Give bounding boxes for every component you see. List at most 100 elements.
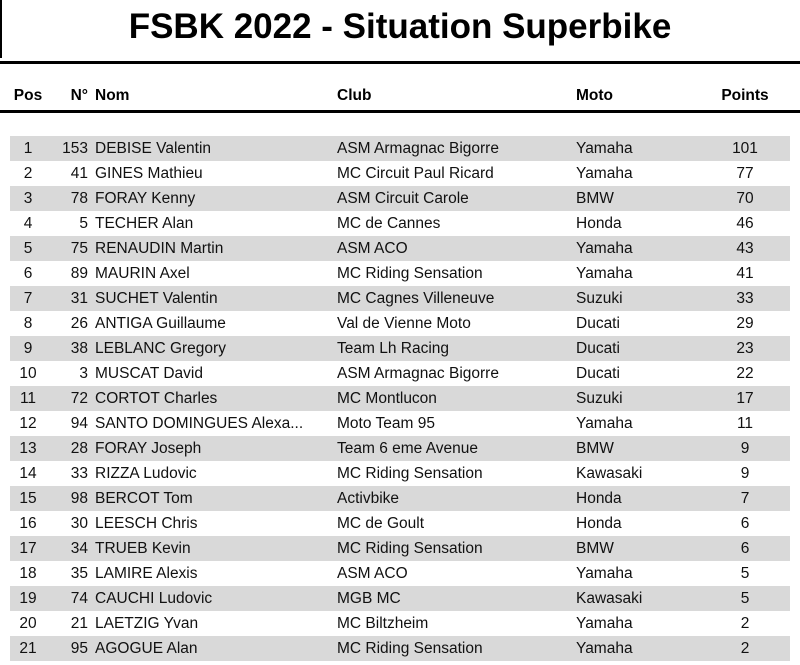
cell-club: MC de Goult [337,515,425,532]
cell-nom: ANTIGA Guillaume [95,315,226,332]
table-row: 10 3 MUSCAT David ASM Armagnac Bigorre Ducat… [10,361,790,386]
cell-points: 17 [736,390,754,407]
table-header: Pos N° Nom Club Moto Points [10,83,790,108]
table-row: 21 95 AGOGUE Alan MC Riding Sensation Yamaha… [10,636,790,661]
table-row: 18 35 LAMIRE Alexis ASM ACO Yamaha 5 [10,561,790,586]
cell-moto: Yamaha [576,415,633,432]
cell-pos: 6 [23,265,33,282]
cell-pos: 18 [19,565,37,582]
cell-nom: FORAY Joseph [95,440,202,457]
cell-pos: 9 [23,340,33,357]
cell-nom: LEBLANC Gregory [95,340,226,357]
cell-points: 7 [740,490,750,507]
cell-nom: TECHER Alan [95,215,194,232]
cell-club: ASM Armagnac Bigorre [337,140,499,157]
cell-moto: Suzuki [576,290,623,307]
table-body: 1 153 DEBISE Valentin ASM Armagnac Bigorre Y… [10,136,790,661]
cell-points: 5 [740,565,750,582]
cell-num: 33 [70,465,88,482]
cell-moto: Yamaha [576,640,633,657]
page-title: FSBK 2022 - Situation Superbike [128,7,672,46]
cell-pos: 12 [19,415,37,432]
cell-num: 153 [62,140,88,157]
table-row: 14 33 RIZZA Ludovic MC Riding Sensation Kawa… [10,461,790,486]
cell-pos: 10 [19,365,37,382]
cell-pos: 4 [23,215,33,232]
cell-moto: Yamaha [576,565,633,582]
cell-moto: Honda [576,490,622,507]
table-row: 8 26 ANTIGA Guillaume Val de Vienne Moto Duc… [10,311,790,336]
cell-club: MC Cagnes Villeneuve [337,290,495,307]
cell-club: Team 6 eme Avenue [337,440,479,457]
cell-num: 31 [70,290,88,307]
table-row: 19 74 CAUCHI Ludovic MGB MC Kawasaki 5 [10,586,790,611]
table-row: 12 94 SANTO DOMINGUES Alexa... Moto Team 95… [10,411,790,436]
cell-moto: Yamaha [576,615,633,632]
cell-club: MC Riding Sensation [337,540,483,557]
cell-nom: MUSCAT David [95,365,203,382]
cell-pos: 16 [19,515,37,532]
table-row: 3 78 FORAY Kenny ASM Circuit Carole BMW 70 [10,186,790,211]
cell-nom: CAUCHI Ludovic [95,590,213,607]
cell-num: 3 [79,365,88,382]
cell-pos: 20 [19,615,37,632]
cell-pos: 1 [23,140,33,157]
cell-num: 26 [70,315,88,332]
cell-num: 98 [70,490,88,507]
table-row: 16 30 LEESCH Chris MC de Goult Honda 6 [10,511,790,536]
cell-points: 2 [740,615,750,632]
cell-pos: 13 [19,440,37,457]
cell-nom: CORTOT Charles [95,390,218,407]
col-header-pos: Pos [13,87,43,104]
cell-pos: 8 [23,315,33,332]
cell-nom: DEBISE Valentin [95,140,212,157]
cell-club: MC de Cannes [337,215,441,232]
cell-nom: RENAUDIN Martin [95,240,224,257]
cell-nom: LAETZIG Yvan [95,615,199,632]
cell-num: 41 [70,165,88,182]
cell-points: 43 [736,240,754,257]
cell-points: 22 [736,365,754,382]
cell-pos: 14 [19,465,37,482]
table-row: 1 153 DEBISE Valentin ASM Armagnac Bigorre Y… [10,136,790,161]
cell-points: 33 [736,290,754,307]
cell-moto: Kawasaki [576,590,643,607]
cell-nom: SANTO DOMINGUES Alexa... [95,415,304,432]
cell-moto: BMW [576,540,614,557]
title-divider [0,61,800,64]
col-header-num: N° [70,87,88,104]
col-header-nom: Nom [95,87,130,104]
cell-num: 28 [70,440,88,457]
cell-points: 11 [736,415,754,432]
cell-nom: SUCHET Valentin [95,290,218,307]
cell-club: MC Riding Sensation [337,465,483,482]
cell-nom: TRUEB Kevin [95,540,191,557]
cell-moto: Yamaha [576,140,633,157]
cell-num: 35 [70,565,88,582]
cell-num: 72 [70,390,88,407]
cell-points: 2 [740,640,750,657]
cell-nom: BERCOT Tom [95,490,193,507]
cell-club: ASM ACO [337,565,408,582]
cell-club: MC Montlucon [337,390,437,407]
col-header-points: Points [721,87,769,104]
cell-points: 6 [740,540,750,557]
cell-club: MC Riding Sensation [337,265,483,282]
cell-club: MC Circuit Paul Ricard [337,165,494,182]
cell-moto: BMW [576,190,614,207]
cell-moto: Yamaha [576,240,633,257]
cell-nom: LEESCH Chris [95,515,198,532]
table-row: 2 41 GINES Mathieu MC Circuit Paul Ricard Ya… [10,161,790,186]
table-row: 9 38 LEBLANC Gregory Team Lh Racing Ducati 23 [10,336,790,361]
cell-club: MC Riding Sensation [337,640,483,657]
cell-points: 9 [740,440,750,457]
table-row: 11 72 CORTOT Charles MC Montlucon Suzuki 17 [10,386,790,411]
cell-club: Moto Team 95 [337,415,435,432]
cell-points: 77 [736,165,754,182]
cell-moto: Ducati [576,365,620,382]
cell-nom: GINES Mathieu [95,165,203,182]
cell-nom: FORAY Kenny [95,190,196,207]
cell-points: 6 [740,515,750,532]
table-row: 6 89 MAURIN Axel MC Riding Sensation Yamaha 4… [10,261,790,286]
cell-points: 5 [740,590,750,607]
